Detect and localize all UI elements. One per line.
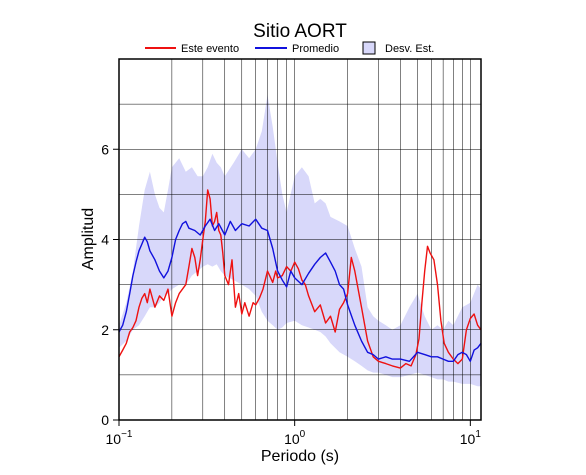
series-line-event: [118, 189, 482, 369]
legend-mean-label: Promedio: [292, 43, 339, 55]
legend-event-label: Este evento: [181, 43, 239, 55]
std-band: [119, 95, 481, 387]
y-tick-label: 4: [101, 232, 109, 248]
y-tick-label: 0: [101, 412, 109, 428]
legend-std-swatch: [362, 41, 376, 55]
series-layer: [118, 189, 482, 369]
y-axis-title: Amplitud: [80, 208, 97, 270]
tick-labels: 10−1 100 101 0 2 4 6: [101, 141, 481, 447]
x-tick-label: 101: [460, 429, 482, 447]
std-band-layer: [119, 95, 481, 387]
legend: Este evento Promedio Desv. Est.: [145, 41, 434, 55]
x-axis-title: Periodo (s): [261, 448, 339, 465]
chart-title: Sitio AORT: [253, 21, 347, 42]
axes: [113, 58, 482, 426]
grid: [118, 59, 481, 420]
x-tick-label: 100: [284, 429, 306, 447]
y-tick-label: 2: [101, 322, 109, 338]
y-tick-label: 6: [101, 141, 109, 157]
legend-std-label: Desv. Est.: [385, 43, 434, 55]
x-tick-label: 10−1: [106, 429, 133, 447]
series-line-mean: [118, 218, 482, 362]
